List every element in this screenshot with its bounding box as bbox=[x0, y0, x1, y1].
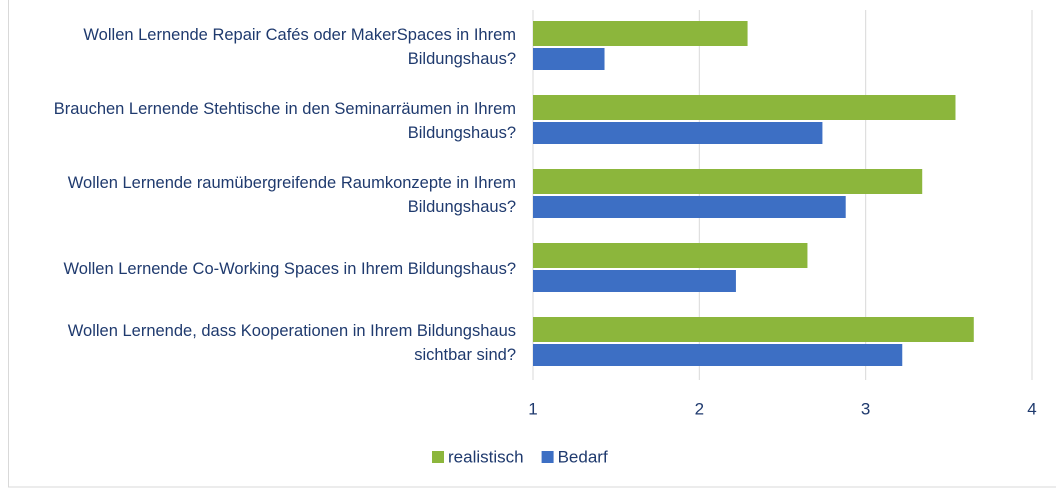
chart-border bbox=[8, 0, 1056, 488]
category-label: Wollen Lernende Repair Cafés oder MakerS… bbox=[83, 26, 516, 68]
bar bbox=[533, 169, 923, 194]
category-label: Brauchen Lernende Stehtische in den Semi… bbox=[53, 100, 516, 142]
bar bbox=[533, 48, 605, 70]
x-tick-label: 2 bbox=[695, 399, 704, 418]
bar bbox=[533, 95, 956, 120]
x-tick-label: 1 bbox=[528, 399, 537, 418]
legend-swatch bbox=[432, 451, 444, 463]
category-label: Wollen Lernende Co-Working Spaces in Ihr… bbox=[63, 260, 516, 278]
category-label: Wollen Lernende, dass Kooperationen in I… bbox=[67, 322, 516, 364]
bar bbox=[533, 344, 903, 366]
bar bbox=[533, 270, 736, 292]
bar bbox=[533, 122, 823, 144]
bar bbox=[533, 243, 808, 268]
bar bbox=[533, 196, 846, 218]
x-tick-label: 4 bbox=[1027, 399, 1036, 418]
legend-swatch bbox=[541, 451, 554, 463]
legend-label: realistisch bbox=[448, 447, 524, 466]
bar bbox=[533, 21, 748, 46]
legend-label: Bedarf bbox=[558, 447, 608, 466]
bar bbox=[533, 317, 974, 342]
x-tick-label: 3 bbox=[861, 399, 870, 418]
category-label: Wollen Lernende raumübergreifende Raumko… bbox=[67, 174, 516, 216]
